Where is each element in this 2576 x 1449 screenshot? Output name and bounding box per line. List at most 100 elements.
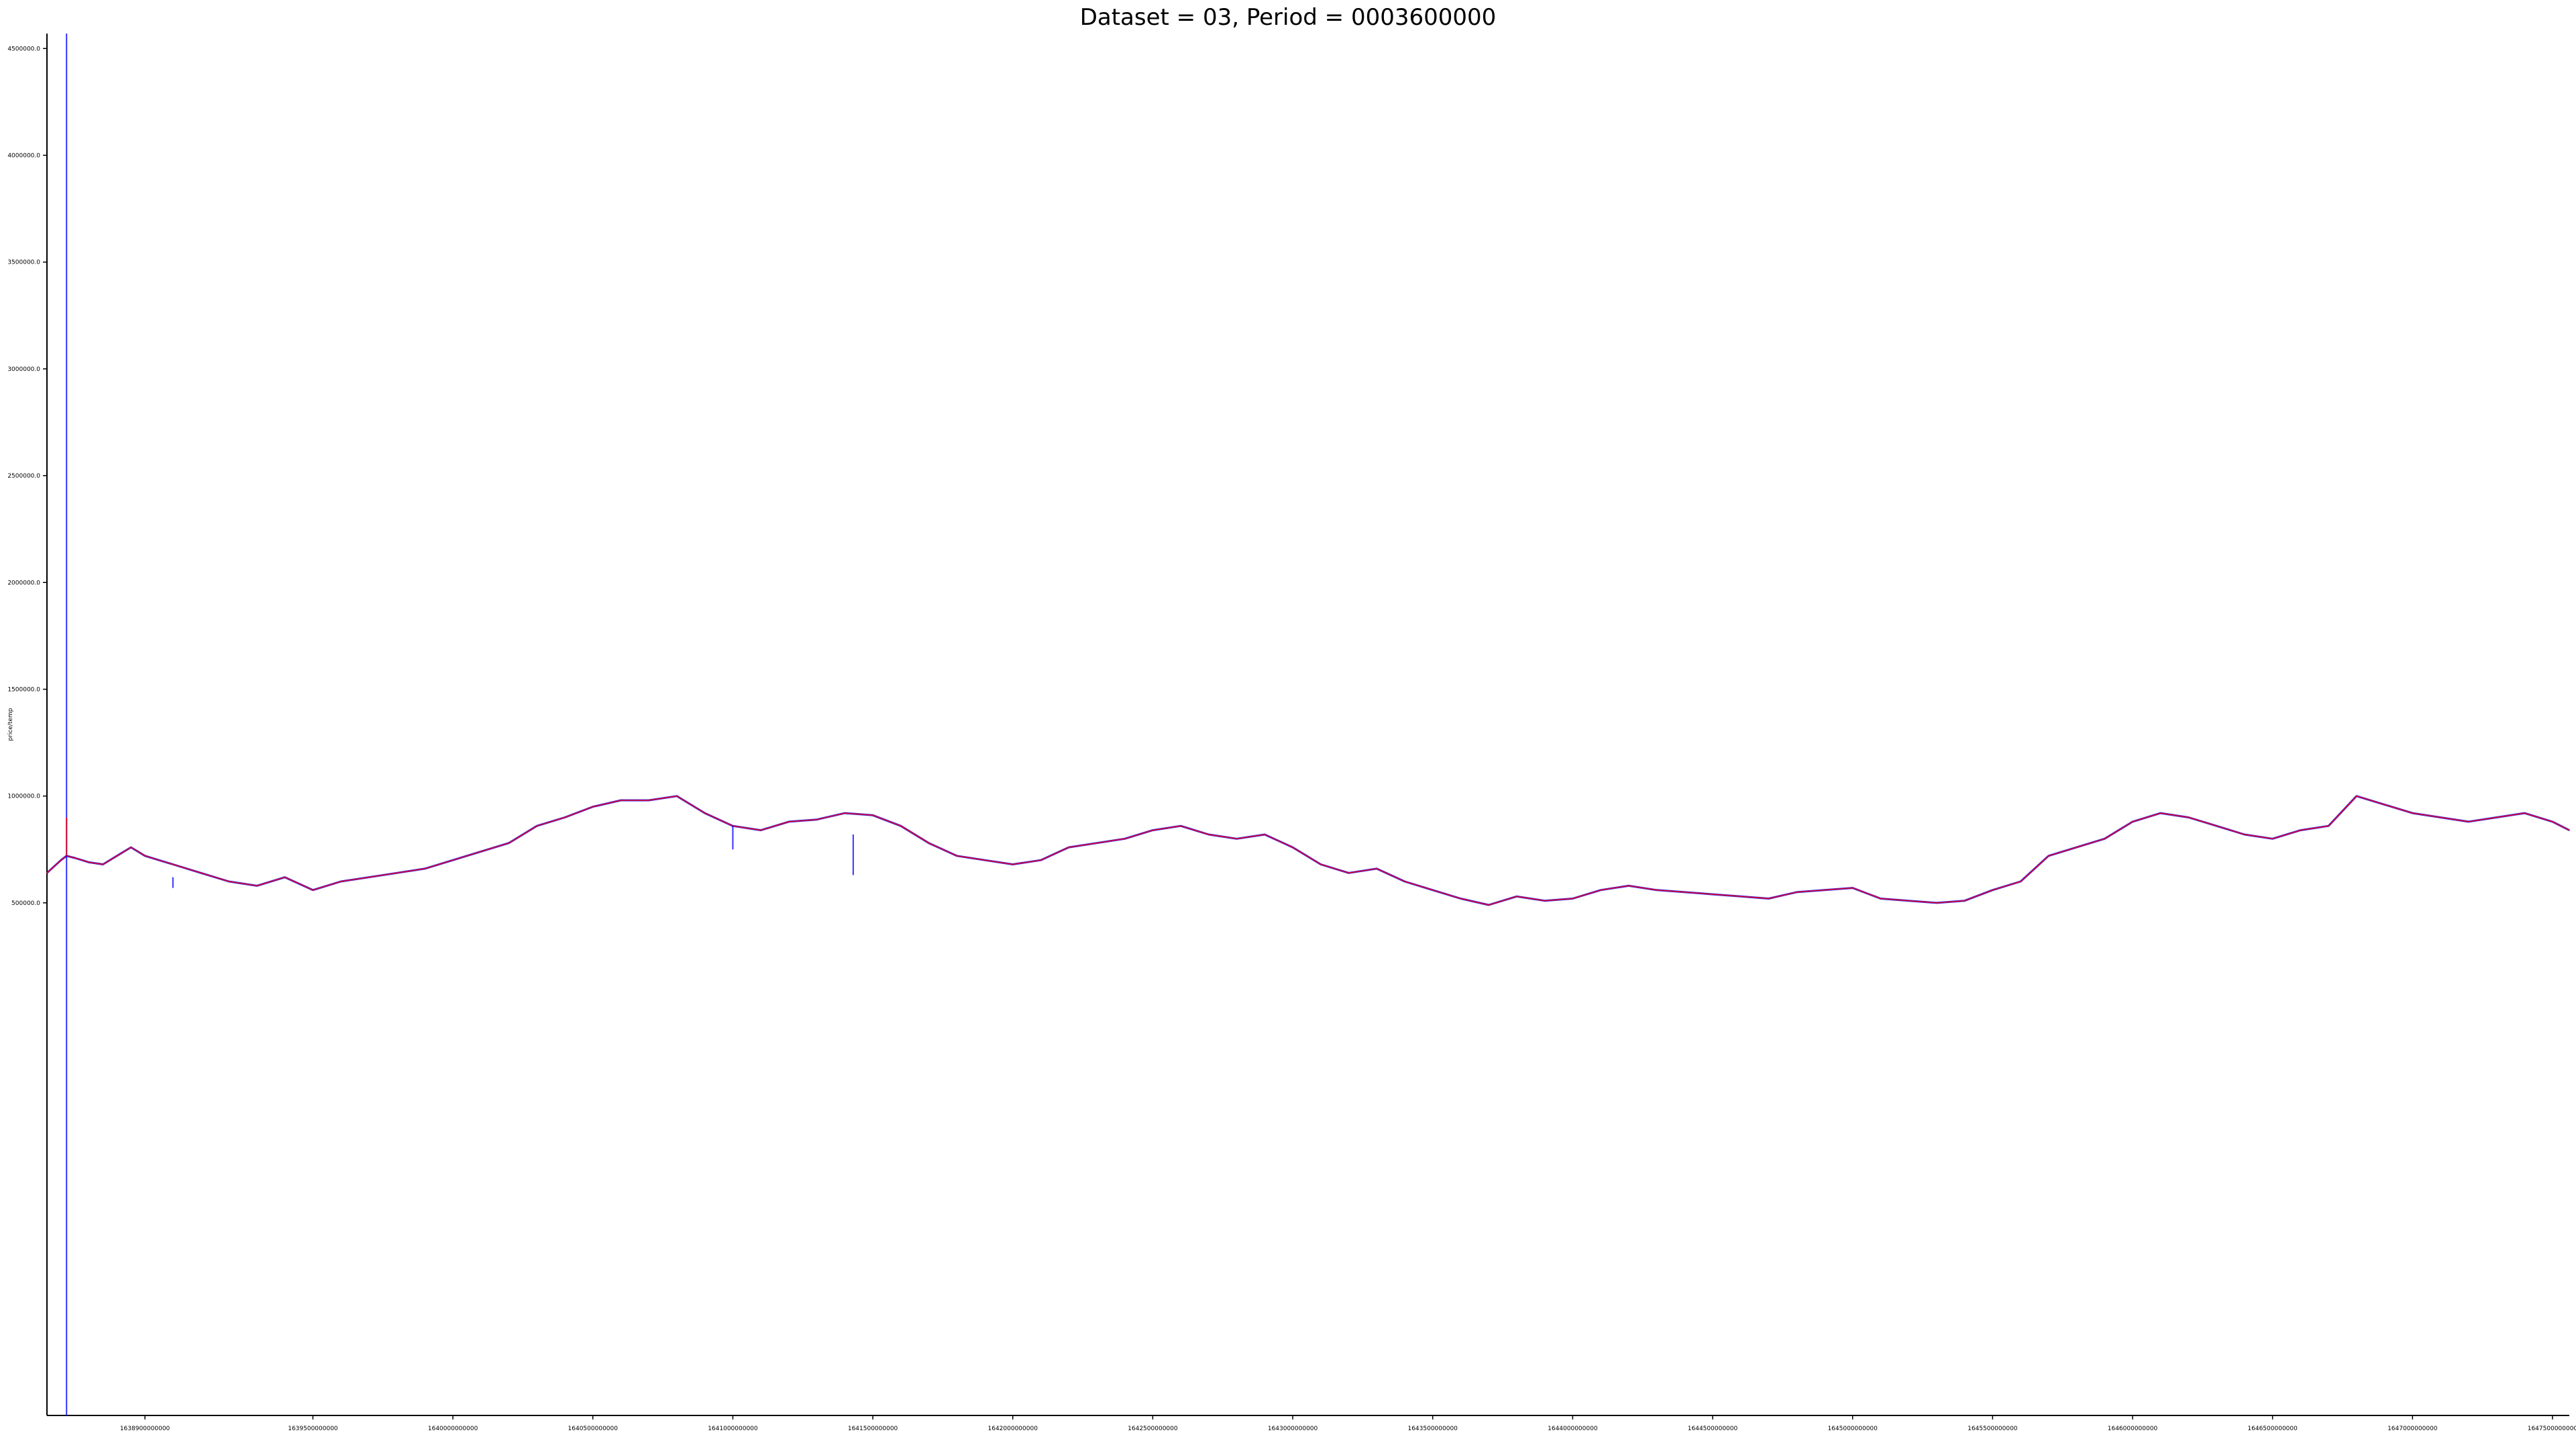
x-tick-label: 1644000000000 xyxy=(1548,1426,1598,1432)
series-point xyxy=(1124,838,1126,840)
series-point xyxy=(2020,881,2021,882)
series-point xyxy=(2076,847,2078,848)
series-point xyxy=(1740,896,1741,898)
x-tick-label: 1644500000000 xyxy=(1688,1426,1738,1432)
series-point xyxy=(760,829,761,831)
series-point xyxy=(60,859,62,861)
series-point xyxy=(2216,825,2217,826)
y-tick-label: 2500000.0 xyxy=(7,473,40,480)
series-point xyxy=(2104,838,2106,840)
x-tick-label: 1641500000000 xyxy=(848,1426,898,1432)
series-point xyxy=(676,795,678,797)
y-axis-label: price/temp xyxy=(7,708,14,741)
series-point xyxy=(1880,898,1882,900)
x-tick-label: 1646000000000 xyxy=(2108,1426,2158,1432)
series-point xyxy=(1628,885,1629,887)
series-point xyxy=(2244,834,2245,835)
series-point xyxy=(928,842,930,844)
series-point xyxy=(2188,816,2190,818)
x-tick-label: 1645000000000 xyxy=(1827,1426,1878,1432)
series-point xyxy=(2159,812,2161,814)
series-point xyxy=(2552,821,2553,822)
series-point xyxy=(1488,904,1489,906)
series-point xyxy=(1768,898,1770,900)
series-point xyxy=(74,857,76,859)
y-tick-label: 4000000.0 xyxy=(7,152,40,159)
x-tick-label: 1641000000000 xyxy=(708,1426,758,1432)
series-point xyxy=(480,851,482,853)
series-point xyxy=(144,855,146,857)
series-point xyxy=(2300,829,2302,831)
series-point xyxy=(620,800,622,801)
series-point xyxy=(648,800,649,801)
series-point xyxy=(1460,898,1462,900)
x-tick-label: 1647000000000 xyxy=(2387,1426,2438,1432)
series-point xyxy=(1068,847,1069,848)
series-line-1 xyxy=(46,795,2570,906)
series-point xyxy=(2132,821,2133,822)
series-point xyxy=(1656,890,1658,891)
series-point xyxy=(2048,855,2049,857)
x-ticks: 1638900000000 1639500000000 1640000000000 1… xyxy=(120,1415,2576,1432)
series-point xyxy=(46,872,48,874)
series-point xyxy=(872,814,873,816)
series-point xyxy=(1208,834,1210,835)
x-tick-label: 1639500000000 xyxy=(288,1426,338,1432)
series-point xyxy=(2524,812,2525,814)
series-point xyxy=(1936,902,1937,904)
series-point xyxy=(256,885,258,887)
y-ticks: 500000.0 1000000.0 1500000.0 2000000.0 25000… xyxy=(7,46,47,907)
series-point xyxy=(1824,890,1825,891)
series-point xyxy=(2328,825,2329,826)
x-tick-label: 1642500000000 xyxy=(1128,1426,1178,1432)
series-point xyxy=(1908,900,1909,902)
x-tick-label: 1646500000000 xyxy=(2247,1426,2298,1432)
series-point xyxy=(1796,892,1797,893)
series-point xyxy=(1264,834,1266,835)
spike-layer xyxy=(66,34,854,1415)
x-tick-label: 1643500000000 xyxy=(1407,1426,1458,1432)
series-point xyxy=(1964,900,1966,902)
series-point xyxy=(2271,838,2273,840)
series-point xyxy=(508,842,510,844)
series-point xyxy=(88,861,90,863)
y-tick-label: 2000000.0 xyxy=(7,580,40,586)
series-point xyxy=(1236,838,1238,840)
series-point xyxy=(340,881,342,882)
y-tick-label: 4500000.0 xyxy=(7,46,40,52)
series-point xyxy=(956,855,958,857)
series-point xyxy=(452,859,453,861)
series-point xyxy=(1516,896,1517,898)
series-point xyxy=(816,818,818,820)
series-point xyxy=(1851,887,1854,889)
series-point xyxy=(1348,872,1350,874)
series-point xyxy=(1404,881,1405,882)
series-point xyxy=(1600,890,1601,891)
y-tick-label: 1500000.0 xyxy=(7,686,40,693)
x-tick-label: 1638900000000 xyxy=(120,1426,170,1432)
series-point xyxy=(2356,795,2357,797)
series-point xyxy=(1544,900,1546,902)
series-point xyxy=(2412,812,2414,814)
series-point xyxy=(1292,847,1293,848)
chart-title: Dataset = 03, Period = 0003600000 xyxy=(1079,4,1497,31)
x-tick-label: 1642000000000 xyxy=(988,1426,1038,1432)
y-tick-label: 500000.0 xyxy=(11,900,40,907)
series-point xyxy=(1684,892,1686,893)
x-tick-label: 1640000000000 xyxy=(428,1426,478,1432)
axes: price/temp xyxy=(7,34,2569,1416)
series-point xyxy=(536,825,538,826)
series-point xyxy=(130,847,131,848)
y-tick-label: 3000000.0 xyxy=(7,366,40,373)
series-point xyxy=(200,872,202,874)
series-point xyxy=(1376,868,1377,869)
series-point xyxy=(1320,863,1322,865)
series-point xyxy=(1152,829,1154,831)
series-point xyxy=(564,816,566,818)
series-point xyxy=(788,821,790,822)
series-point xyxy=(1012,863,1014,865)
series-point xyxy=(424,868,426,869)
series-point xyxy=(2468,821,2469,822)
series-point xyxy=(396,872,398,874)
